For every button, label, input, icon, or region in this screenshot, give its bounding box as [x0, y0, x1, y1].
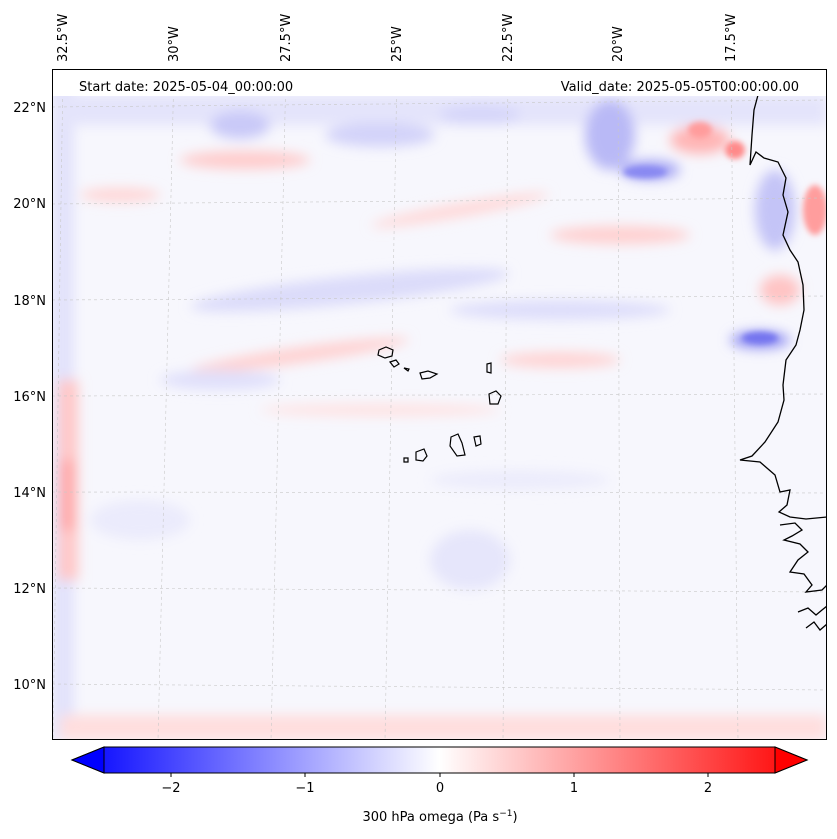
lon-tick-label: 22.5°W	[501, 14, 516, 62]
lon-tick-label: 25°W	[390, 26, 405, 62]
coastline	[739, 94, 827, 631]
valid-date-label: Valid_date: 2025-05-05T00:00:00.00	[561, 80, 799, 95]
colorbar-tick-label: 1	[570, 781, 578, 796]
lat-tick-label: 22°N	[13, 101, 46, 116]
map-frame	[52, 69, 827, 740]
colorbar-label: 300 hPa omega (Pa s−1)	[362, 809, 517, 825]
lat-tick-label: 18°N	[13, 294, 46, 309]
colorbar-tick-label: −1	[295, 781, 314, 796]
island-outlines	[377, 346, 502, 463]
lat-tick-label: 10°N	[13, 678, 46, 693]
lon-tick-label: 32.5°W	[56, 14, 71, 62]
lat-tick-label: 12°N	[13, 582, 46, 597]
colorbar-tick-label: −2	[161, 781, 180, 796]
graticule	[52, 69, 827, 740]
lat-tick-label: 14°N	[13, 486, 46, 501]
colorbar-high-extend	[774, 746, 809, 774]
colorbar-bar	[70, 746, 809, 774]
colorbar-tick-label: 2	[704, 781, 712, 796]
lat-tick-label: 20°N	[13, 197, 46, 212]
lat-tick-label: 16°N	[13, 390, 46, 405]
lon-tick-label: 27.5°W	[279, 14, 294, 62]
lon-tick-label: 20°W	[611, 26, 626, 62]
start-date-label: Start date: 2025-05-04_00:00:00	[79, 80, 293, 95]
colorbar-low-extend	[70, 746, 105, 774]
longitude-labels: 32.5°W 30°W 27.5°W 25°W 22.5°W 20°W 17.5…	[56, 14, 739, 62]
header-strip	[53, 70, 826, 96]
lon-tick-label: 30°W	[167, 26, 182, 62]
colorbar-tick-label: 0	[436, 781, 444, 796]
latitude-labels: 22°N 20°N 18°N 16°N 14°N 12°N 10°N	[13, 101, 46, 693]
colorbar: −2 −1 0 1 2 300 hPa omega (Pa s−1)	[70, 746, 809, 825]
lon-tick-label: 17.5°W	[724, 14, 739, 62]
omega-field	[52, 69, 827, 740]
